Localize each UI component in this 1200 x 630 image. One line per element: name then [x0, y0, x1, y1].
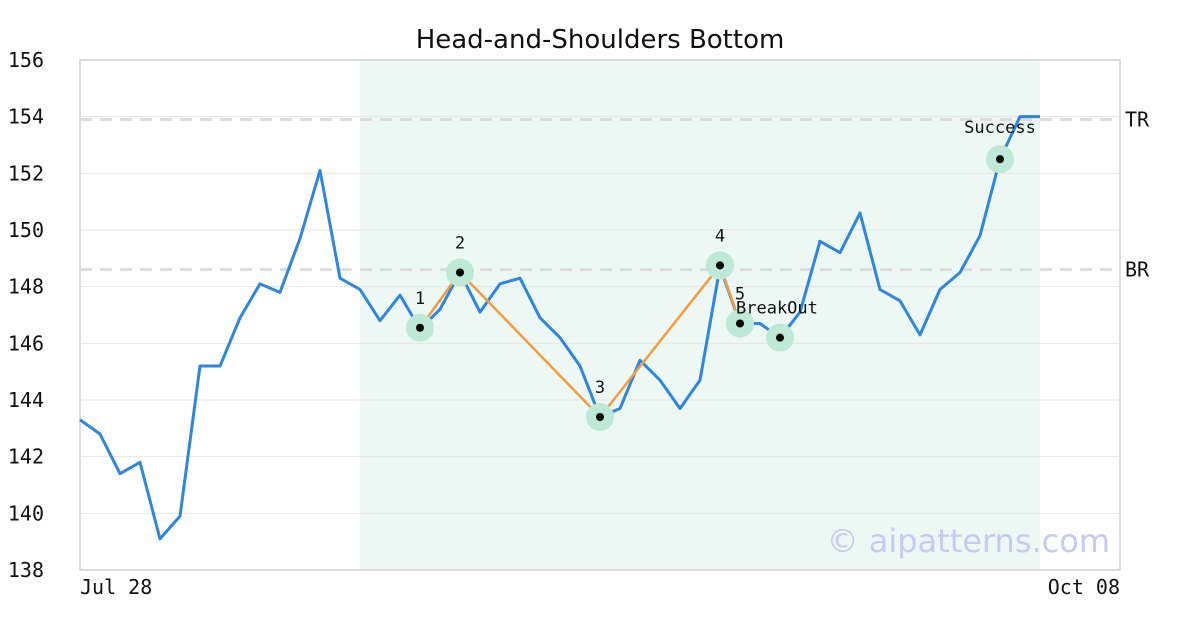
reference-lines: TR BR	[80, 108, 1150, 282]
pattern-point-5-label: 5	[735, 285, 745, 305]
pattern-point-4-label: 4	[715, 226, 725, 246]
y-tick-label: 144	[8, 388, 44, 412]
pattern-point-3-label: 3	[595, 378, 605, 398]
y-axis-ticks: 138 140 142 144 146 148 150 152 154 156	[8, 48, 44, 582]
pattern-point-4-dot	[716, 261, 724, 270]
y-tick-label: 148	[8, 275, 44, 299]
y-tick-label: 138	[8, 558, 44, 582]
pattern-point-2-label: 2	[455, 234, 465, 254]
pattern-point-1-label: 1	[415, 289, 425, 309]
price-line	[79, 115, 1040, 541]
pattern-point-3-dot	[596, 413, 604, 421]
pattern-point-5-dot	[736, 319, 744, 328]
breakout-dot	[776, 333, 784, 342]
reference-line-label: TR	[1125, 108, 1150, 132]
breakout-label: BreakOut	[736, 299, 818, 319]
x-tick-label-start: Jul 28	[80, 575, 152, 599]
pattern-point-1-dot	[416, 323, 424, 332]
y-tick-label: 146	[8, 331, 44, 355]
x-tick-label-end: Oct 08	[1048, 575, 1120, 599]
y-tick-label: 142	[8, 445, 44, 469]
y-tick-label: 150	[8, 218, 44, 242]
y-tick-label: 152	[8, 161, 44, 185]
watermark: © aipatterns.com	[827, 522, 1110, 560]
pattern-point-2-dot	[456, 268, 464, 277]
reference-line-label: BR	[1125, 258, 1150, 282]
success-label: Success	[964, 118, 1036, 138]
y-tick-label: 140	[8, 501, 44, 525]
chart-title: Head-and-Shoulders Bottom	[416, 25, 785, 55]
y-tick-label: 156	[8, 48, 44, 72]
plot-frame	[79, 59, 1121, 571]
success-dot	[996, 155, 1004, 164]
pattern-highlight-region	[360, 60, 1040, 570]
y-tick-label: 154	[8, 105, 44, 129]
